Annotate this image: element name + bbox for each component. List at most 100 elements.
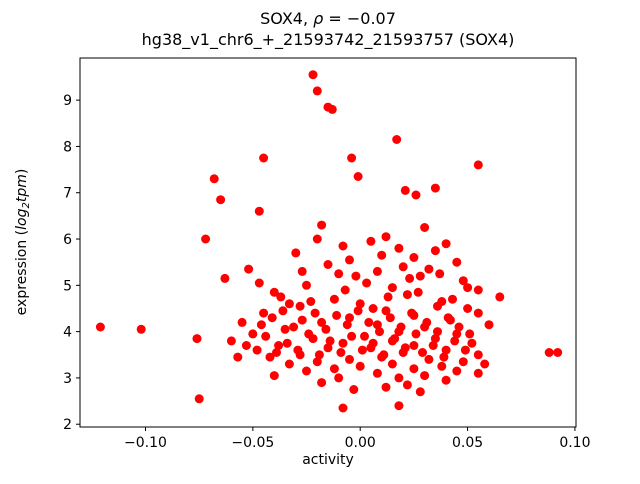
data-point (226, 336, 236, 346)
data-point (338, 403, 348, 413)
data-point (433, 327, 442, 337)
data-point (441, 375, 451, 385)
data-point (267, 313, 277, 323)
data-point (312, 86, 322, 96)
data-point (383, 292, 393, 302)
data-point (259, 308, 269, 318)
data-point (317, 220, 327, 230)
data-point (306, 297, 316, 306)
data-point (254, 278, 264, 288)
data-point (430, 183, 440, 193)
data-point (291, 248, 301, 258)
data-point (379, 350, 389, 360)
data-point (293, 345, 303, 355)
data-point (420, 371, 430, 381)
data-point (544, 348, 554, 357)
data-point (409, 364, 419, 374)
data-point (342, 320, 352, 330)
data-point (452, 366, 462, 376)
data-point (323, 343, 333, 353)
data-point (248, 329, 258, 339)
y-tick-label: 8 (63, 139, 72, 155)
data-point (402, 380, 412, 390)
data-point (329, 294, 339, 304)
data-point (465, 329, 475, 339)
y-tick-label: 4 (63, 325, 72, 341)
data-point (209, 174, 219, 184)
data-point (396, 322, 406, 332)
data-point (458, 276, 468, 286)
data-point (252, 345, 262, 355)
data-point (428, 341, 438, 350)
data-point (332, 310, 342, 320)
data-point (385, 313, 395, 323)
data-point (216, 195, 226, 205)
data-point (241, 341, 251, 350)
y-axis-label-sub: 2 (21, 202, 32, 208)
y-axis-label-log: log (14, 208, 30, 229)
data-point (351, 271, 361, 281)
x-tick-label: 0.00 (345, 435, 376, 451)
data-point (355, 299, 365, 309)
x-axis-label: activity (302, 452, 354, 468)
data-point (405, 273, 415, 283)
data-point (443, 313, 453, 323)
data-point (269, 287, 279, 297)
data-point (345, 255, 354, 265)
data-point (278, 306, 288, 316)
data-point (308, 70, 318, 80)
data-point (362, 278, 372, 288)
data-point (349, 385, 359, 394)
data-point (347, 153, 357, 163)
data-point (400, 343, 410, 353)
data-point (398, 262, 408, 272)
data-point (259, 153, 269, 163)
y-tick-label: 7 (63, 186, 72, 202)
x-axis-ticks: −0.10 −0.05 0.00 0.05 0.10 (124, 427, 591, 451)
data-point (411, 329, 421, 339)
data-point (233, 352, 243, 362)
data-point (473, 160, 483, 170)
data-point (415, 387, 425, 397)
data-point (256, 320, 266, 330)
x-tick-label: −0.05 (231, 435, 274, 451)
data-point (302, 366, 311, 376)
y-axis-label: expression (log2tpm) (14, 169, 32, 316)
y-tick-label: 3 (63, 371, 72, 387)
data-point (280, 324, 290, 334)
data-point (450, 336, 460, 346)
data-point (372, 320, 382, 330)
data-point (357, 345, 367, 355)
data-point (244, 264, 254, 274)
data-point (201, 234, 211, 244)
data-point (338, 241, 348, 251)
data-point (347, 331, 357, 341)
data-point (334, 269, 344, 279)
chart-subtitle: hg38_v1_chr6_+_21593742_21593757 (SOX4) (142, 30, 515, 50)
data-point (261, 331, 271, 341)
y-axis-label-tpm: tpm (14, 174, 30, 202)
data-point (345, 313, 354, 323)
data-point (295, 301, 305, 311)
chart-title-prefix: SOX4, (260, 9, 313, 28)
data-point (336, 348, 346, 357)
data-point (353, 306, 363, 316)
data-point (409, 341, 419, 350)
data-point (448, 294, 457, 304)
data-point (282, 338, 292, 348)
data-point (304, 329, 314, 339)
data-point (454, 322, 464, 332)
data-point (368, 338, 378, 348)
data-point (284, 299, 294, 309)
data-point (302, 280, 311, 290)
data-point (366, 236, 376, 246)
data-point (381, 382, 391, 392)
data-point (441, 239, 451, 249)
y-tick-label: 6 (63, 232, 72, 248)
x-tick-label: 0.10 (559, 435, 590, 451)
data-point (327, 104, 337, 114)
data-point (437, 361, 447, 371)
data-point (402, 290, 412, 300)
data-point (237, 317, 247, 327)
